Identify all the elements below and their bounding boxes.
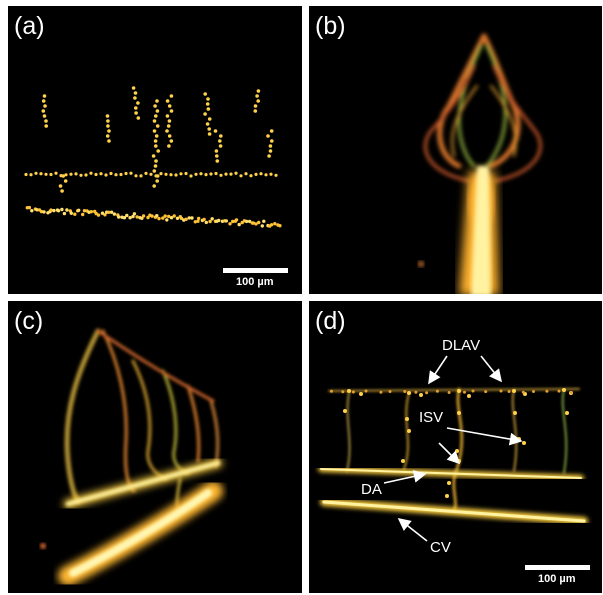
dlav-annotation: DLAV	[442, 337, 481, 354]
panel-b: (b)	[309, 6, 602, 294]
panel-a-scale-bar	[223, 268, 288, 273]
panel-a-label: (a)	[14, 12, 45, 40]
panel-d-label: (d)	[315, 307, 346, 335]
panel-c: (c)	[8, 301, 302, 593]
panel-c-image	[40, 328, 223, 586]
isv-annotation: ISV	[419, 409, 444, 426]
panel-d: (d) DLAV ISV DA CV 100 µm	[309, 301, 602, 593]
panel-b-label: (b)	[315, 12, 346, 40]
panel-d-scale-text: 100 µm	[538, 573, 576, 585]
panel-b-image	[418, 33, 542, 294]
panel-c-label: (c)	[14, 307, 44, 335]
panel-a-scale-text: 100 µm	[236, 276, 274, 288]
panel-a-image	[24, 86, 282, 228]
panel-d-image	[318, 355, 588, 542]
panel-a: (a) 100 µm	[8, 6, 302, 294]
cv-annotation: CV	[430, 539, 451, 556]
da-annotation: DA	[361, 481, 382, 498]
panel-d-scale-bar	[525, 565, 590, 570]
